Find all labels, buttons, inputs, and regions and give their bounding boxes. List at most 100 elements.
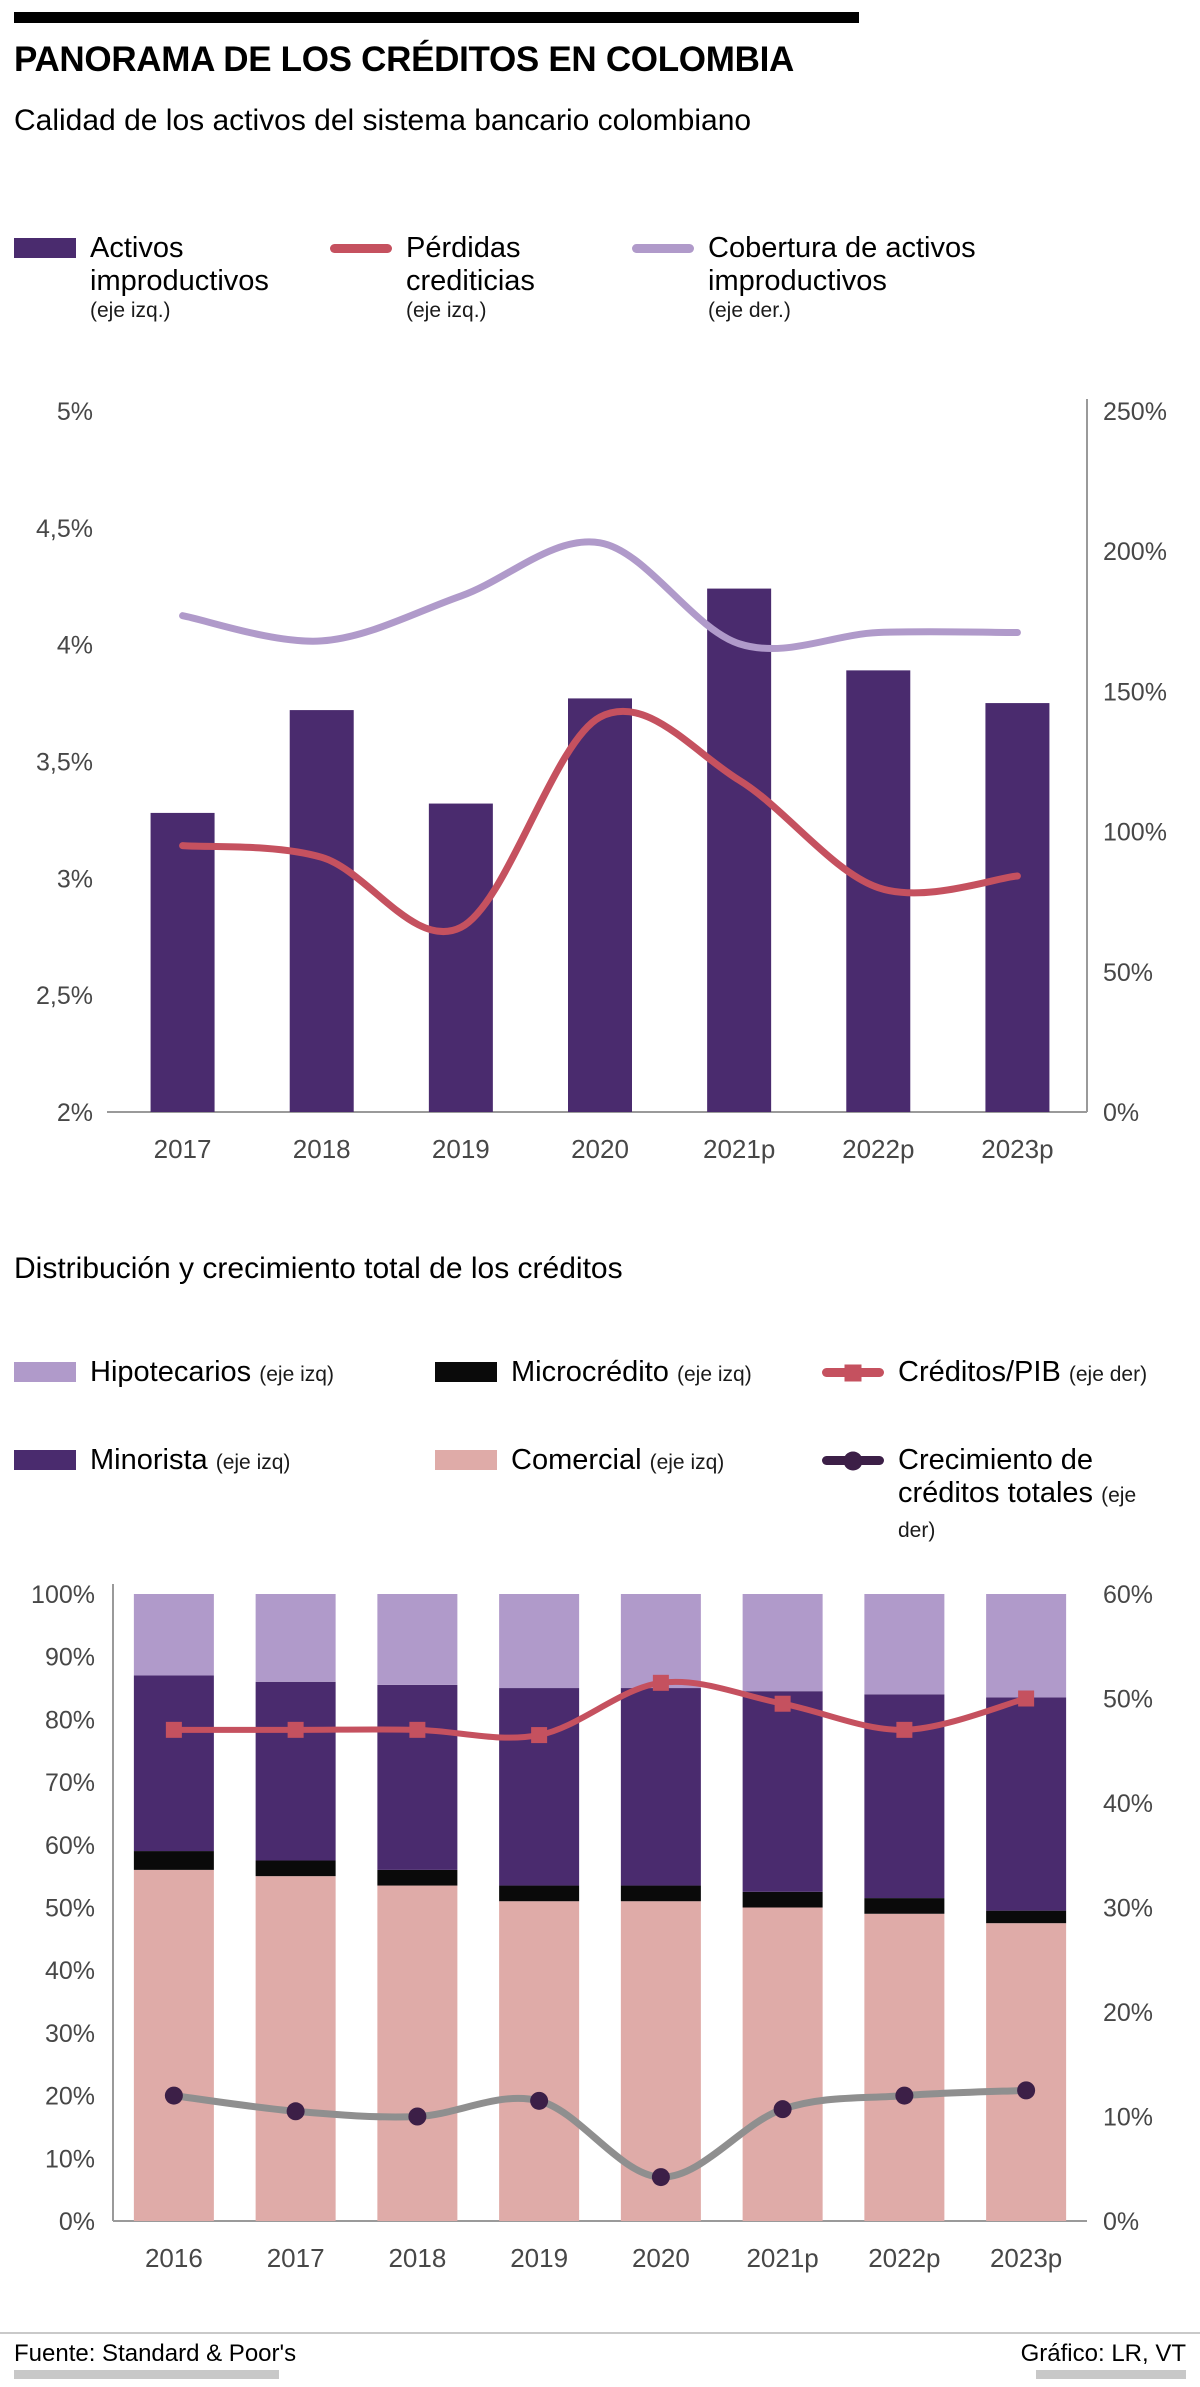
top-accent-bar bbox=[14, 12, 859, 23]
marker-crecimiento-de-cr-ditos-totales-2021p bbox=[773, 2100, 792, 2119]
x-axis-label: 2021p bbox=[703, 1134, 775, 1164]
stack-microcr-dito-2020 bbox=[620, 1885, 701, 1902]
bar-activos-improductivos-2021p bbox=[707, 588, 772, 1112]
axis-tick: 2% bbox=[57, 1099, 93, 1127]
legend-label: Hipotecarios bbox=[90, 1356, 252, 1388]
stack-comercial-2019 bbox=[499, 1901, 580, 2221]
x-axis-label: 2021p bbox=[746, 2243, 818, 2273]
legend-axis-note: (eje izq.) bbox=[406, 299, 487, 322]
legend-label: Activos improductivos bbox=[90, 232, 269, 297]
axis-tick: 80% bbox=[45, 1706, 95, 1734]
stack-minorista-2019 bbox=[499, 1688, 580, 1886]
chart-distribucion-crecimiento: 0% 10% 20% 30% 40% 50% 60% 70% 80% 90% 100% 0% 10% 20… bbox=[31, 1581, 1153, 2273]
marker-crecimiento-de-cr-ditos-totales-2023p bbox=[1017, 2081, 1036, 2100]
legend-axis-note: (eje der.) bbox=[708, 299, 791, 322]
stack-comercial-2018 bbox=[377, 1885, 458, 2221]
stack-microcr-dito-2019 bbox=[499, 1885, 580, 1902]
x-axis-label: 2022p bbox=[868, 2243, 940, 2273]
legend-label: Comercial bbox=[511, 1444, 642, 1476]
line-swatch-cobertura-activos bbox=[632, 244, 694, 253]
axis-tick: 100% bbox=[1103, 819, 1167, 847]
bar-activos-improductivos-2018 bbox=[289, 710, 354, 1112]
legend-axis-note: (eje izq) bbox=[259, 1363, 334, 1386]
x-axis-label: 2017 bbox=[154, 1134, 212, 1164]
bar-activos-improductivos-2020 bbox=[568, 698, 632, 1112]
line-swatch-crecimiento-creditos bbox=[822, 1451, 884, 1470]
legend-label: Pérdidas crediticias bbox=[406, 232, 535, 297]
legend-axis-note: (eje izq) bbox=[649, 1451, 725, 1474]
bar-swatch-microcredito bbox=[435, 1362, 497, 1382]
legend-item-crecimiento-creditos: Crecimiento de créditos totales (eje der… bbox=[822, 1444, 1138, 1547]
line-p-rdidas-crediticias bbox=[179, 707, 1021, 936]
marker-crecimiento-de-cr-ditos-totales-2018 bbox=[408, 2107, 427, 2126]
circle-marker-icon bbox=[843, 1451, 863, 1470]
stack-comercial-2016 bbox=[133, 1869, 214, 2221]
axis-tick: 30% bbox=[1103, 1895, 1153, 1923]
legend-axis-note: (eje der) bbox=[1068, 1363, 1148, 1386]
stack-hipotecarios-2020 bbox=[620, 1594, 701, 1689]
axis-tick: 90% bbox=[45, 1644, 95, 1672]
stack-hipotecarios-2018 bbox=[377, 1594, 458, 1685]
marker-cr-ditos-pib-2018 bbox=[409, 1721, 426, 1738]
section2-title: Distribución y crecimiento total de los … bbox=[14, 1252, 623, 1285]
axis-tick: 150% bbox=[1103, 678, 1167, 706]
stack-hipotecarios-2017 bbox=[255, 1594, 336, 1682]
x-axis-label: 2020 bbox=[632, 2243, 690, 2273]
x-axis-label: 2023p bbox=[981, 1134, 1053, 1164]
stack-hipotecarios-2016 bbox=[133, 1594, 214, 1676]
legend-item-minorista: Minorista (eje izq) bbox=[14, 1444, 420, 1479]
source-label: Fuente: Standard & Poor's bbox=[14, 2340, 297, 2367]
bar-swatch-comercial bbox=[435, 1450, 497, 1470]
axis-tick: 3,5% bbox=[36, 749, 93, 777]
stack-hipotecarios-2019 bbox=[499, 1594, 580, 1689]
page-title: PANORAMA DE LOS CRÉDITOS EN COLOMBIA bbox=[14, 40, 794, 79]
marker-cr-ditos-pib-2016 bbox=[165, 1721, 182, 1738]
legend-label: Cobertura de activos improductivos bbox=[708, 232, 976, 297]
legend-item-cobertura-activos: Cobertura de activos improductivos (eje … bbox=[632, 232, 1008, 324]
stack-minorista-2017 bbox=[255, 1681, 336, 1861]
line-cobertura-de-activos-improductivos bbox=[179, 538, 1021, 653]
stack-microcr-dito-2021p bbox=[742, 1891, 823, 1908]
x-axis-label: 2018 bbox=[293, 1134, 351, 1164]
chart-calidad-activos: 2% 2,5% 3% 3,5% 4% 4,5% 5% 0% 50% 100% 150% 200% 250… bbox=[36, 398, 1167, 1164]
legend-label: Microcrédito bbox=[511, 1356, 669, 1388]
axis-tick: 60% bbox=[45, 1832, 95, 1860]
stack-hipotecarios-2022p bbox=[864, 1594, 945, 1695]
line-swatch-creditos-pib bbox=[822, 1364, 884, 1381]
stack-minorista-2020 bbox=[620, 1688, 701, 1886]
marker-cr-ditos-pib-2022p bbox=[896, 1721, 913, 1738]
bar-swatch-minorista bbox=[14, 1450, 76, 1470]
axis-tick: 50% bbox=[1103, 1686, 1153, 1714]
marker-cr-ditos-pib-2021p bbox=[774, 1695, 791, 1712]
legend-item-perdidas-crediticias: Pérdidas crediticias (eje izq.) bbox=[330, 232, 566, 324]
axis-tick: 200% bbox=[1103, 538, 1167, 566]
stack-hipotecarios-2023p bbox=[986, 1594, 1067, 1698]
legend-axis-note: (eje izq.) bbox=[90, 299, 171, 322]
axis-tick: 60% bbox=[1103, 1581, 1153, 1609]
axis-tick: 20% bbox=[45, 2083, 95, 2111]
stack-comercial-2021p bbox=[742, 1907, 823, 2221]
legend-item-activos-improductivos: Activos improductivos (eje izq.) bbox=[14, 232, 295, 324]
bar-activos-improductivos-2019 bbox=[428, 803, 493, 1112]
stack-comercial-2022p bbox=[864, 1913, 945, 2221]
bar-swatch-hipotecarios bbox=[14, 1362, 76, 1382]
stack-hipotecarios-2021p bbox=[742, 1594, 823, 1692]
legend-item-creditos-pib: Créditos/PIB (eje der) bbox=[822, 1356, 1188, 1391]
legend-item-hipotecarios: Hipotecarios (eje izq) bbox=[14, 1356, 420, 1391]
marker-crecimiento-de-cr-ditos-totales-2022p bbox=[895, 2086, 914, 2105]
legend-label: Crecimiento de créditos totales bbox=[898, 1444, 1094, 1509]
axis-tick: 50% bbox=[1103, 959, 1153, 987]
legend-item-microcredito: Microcrédito (eje izq) bbox=[435, 1356, 841, 1391]
axis-tick: 2,5% bbox=[36, 982, 93, 1010]
square-marker-icon bbox=[844, 1364, 862, 1381]
x-axis-label: 2017 bbox=[267, 2243, 325, 2273]
marker-crecimiento-de-cr-ditos-totales-2017 bbox=[286, 2102, 305, 2121]
stack-minorista-2021p bbox=[742, 1691, 823, 1892]
axis-tick: 40% bbox=[45, 1957, 95, 1985]
axis-tick: 0% bbox=[1103, 2208, 1139, 2236]
page-subtitle: Calidad de los activos del sistema banca… bbox=[14, 104, 752, 137]
stack-minorista-2018 bbox=[377, 1684, 458, 1870]
axis-tick: 10% bbox=[1103, 2104, 1153, 2132]
axis-tick: 70% bbox=[45, 1769, 95, 1797]
legend-axis-note: (eje der) bbox=[898, 1484, 1137, 1542]
